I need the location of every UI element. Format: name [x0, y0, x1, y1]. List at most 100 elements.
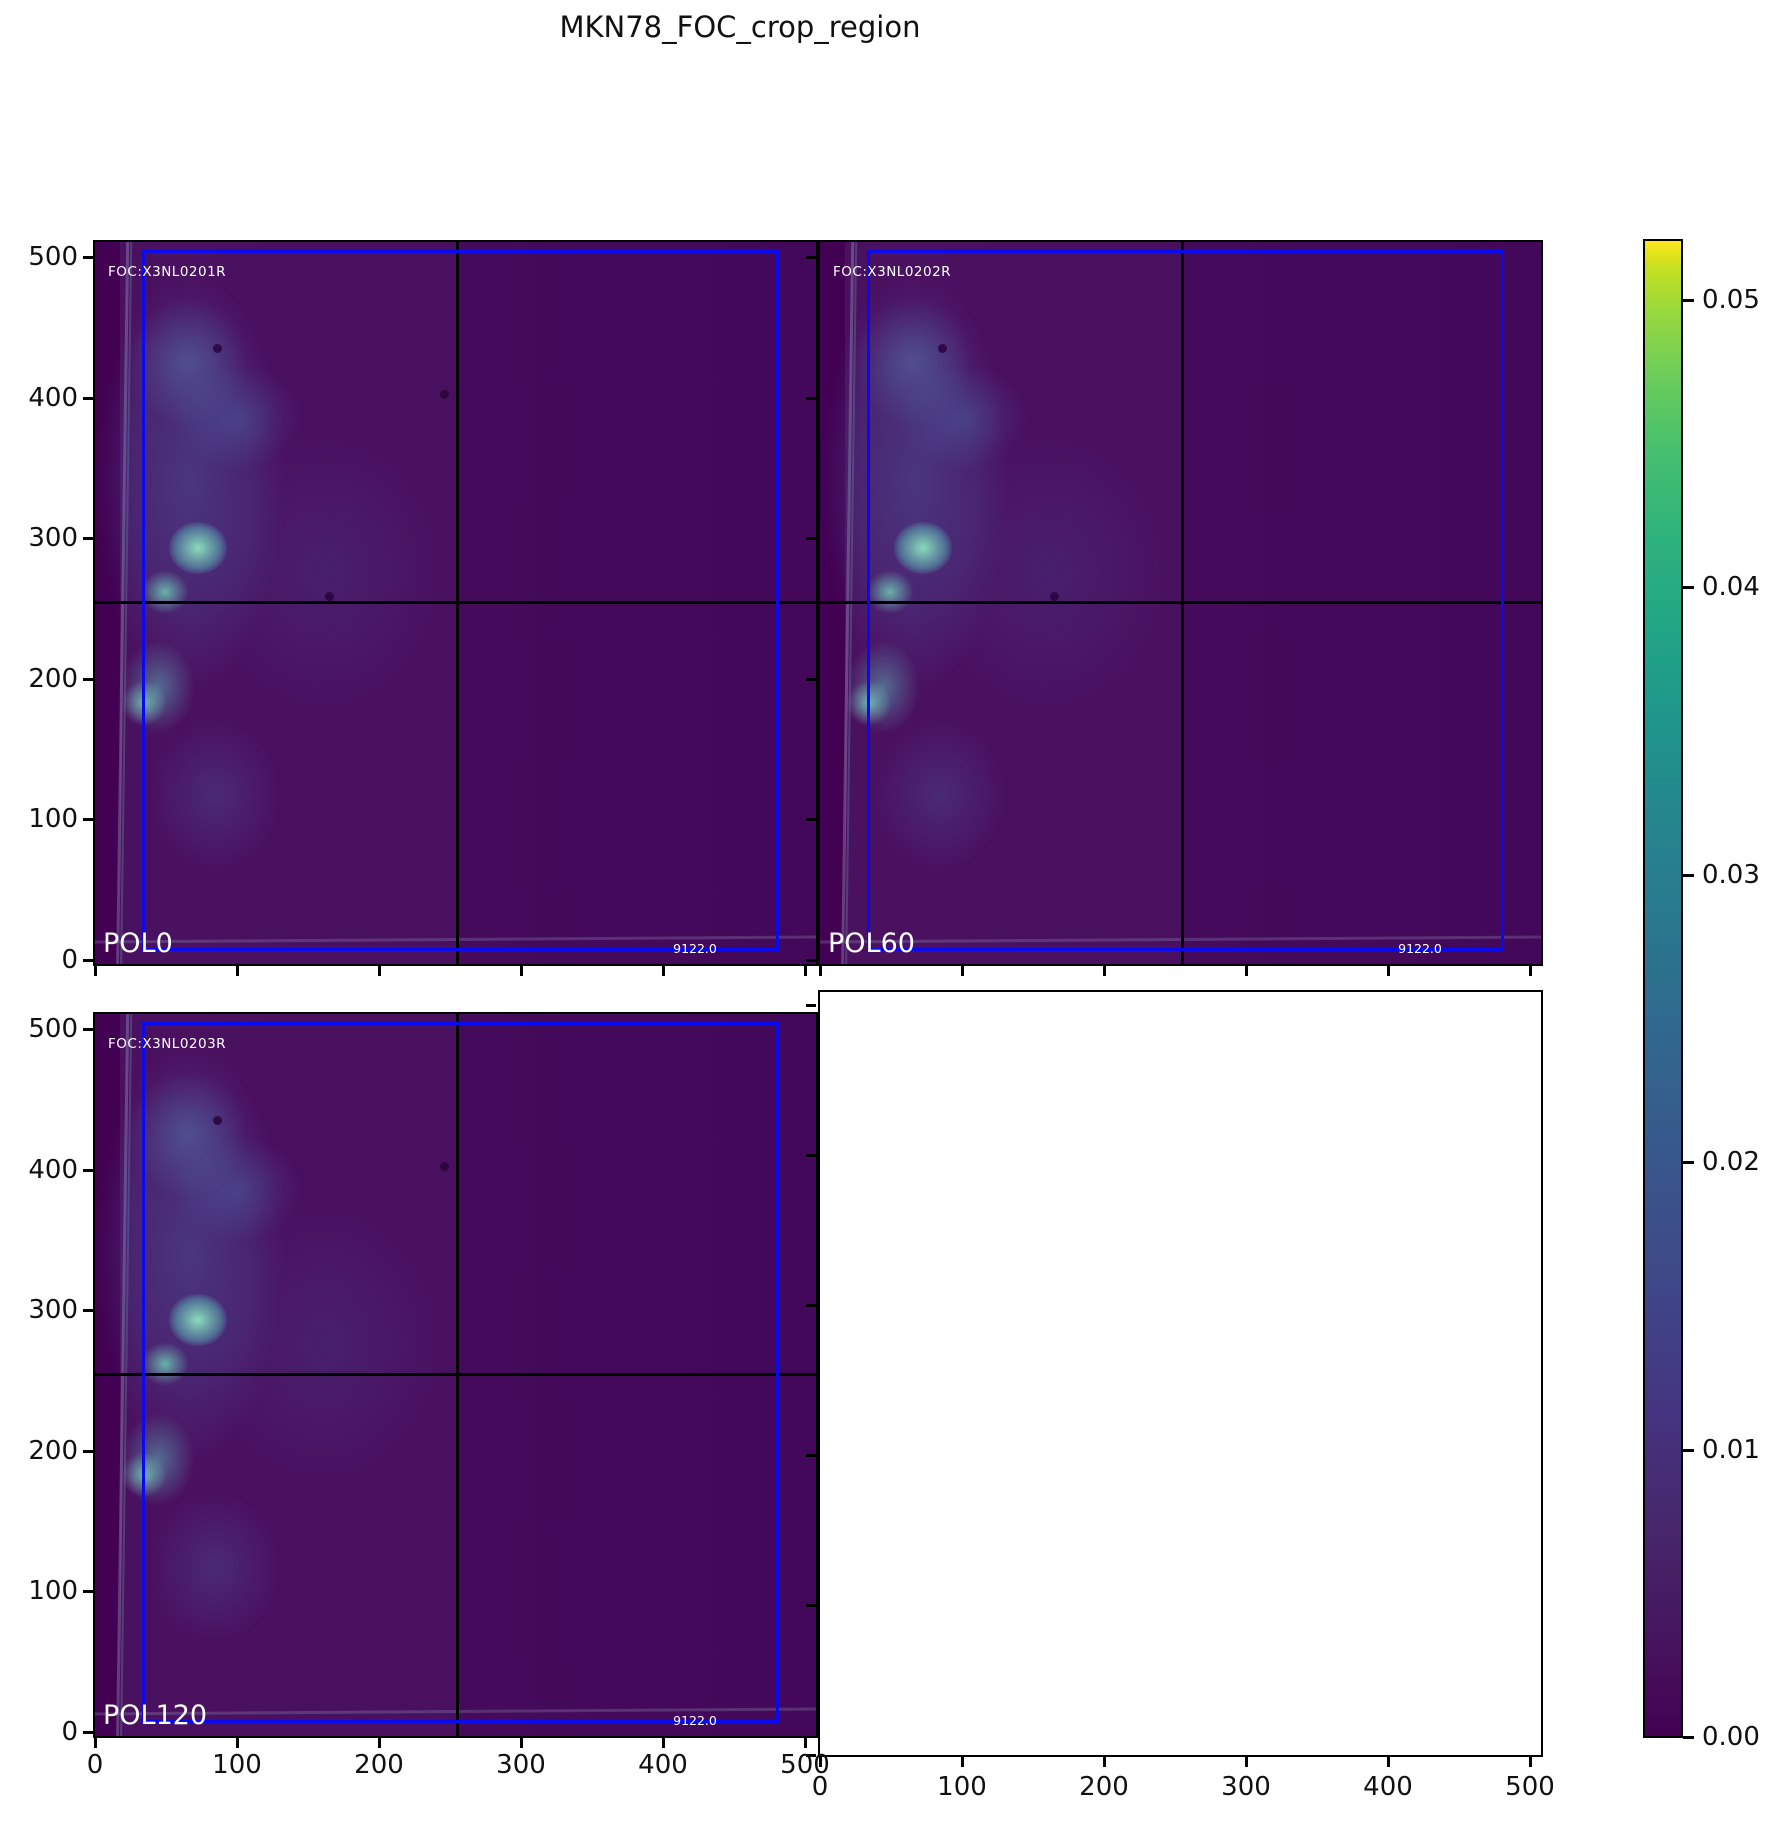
- y-tick: [806, 1154, 816, 1157]
- x-tick: [520, 966, 523, 976]
- nebula-blob: [167, 1132, 307, 1247]
- colorbar-tick: [1683, 1736, 1694, 1739]
- x-tick: [1387, 1757, 1390, 1767]
- colorbar-tick: [1683, 1161, 1694, 1164]
- y-tick-label: 400: [28, 1155, 78, 1185]
- colorbar-tick-label: 0.04: [1702, 572, 1760, 602]
- nebula-blob: [894, 522, 952, 574]
- x-tick: [1103, 966, 1106, 976]
- nebula-blob: [930, 432, 1170, 712]
- x-tick-label: 400: [1363, 1772, 1413, 1802]
- y-tick-label: 100: [28, 1576, 78, 1606]
- x-tick: [819, 966, 822, 976]
- x-tick: [378, 1738, 381, 1748]
- colorbar-tick: [1683, 874, 1694, 877]
- x-tick: [1245, 1757, 1248, 1767]
- y-tick: [806, 256, 816, 259]
- y-tick-label: 500: [28, 1014, 78, 1044]
- y-tick: [806, 1454, 816, 1457]
- nebula-blob: [167, 360, 307, 475]
- x-tick-label: 200: [354, 1750, 404, 1780]
- y-tick-label: 400: [28, 383, 78, 413]
- x-tick: [1387, 966, 1390, 976]
- panel-pol60: FOC:X3NL0202R POL60 9122.0: [818, 240, 1543, 966]
- y-tick-label: 200: [28, 664, 78, 694]
- dark-spot: [440, 1162, 449, 1171]
- y-tick: [806, 818, 816, 821]
- pol-label: POL60: [828, 928, 915, 959]
- x-tick-label: 300: [496, 1750, 546, 1780]
- nebula-blob: [875, 720, 1005, 870]
- panel-pol120: FOC:X3NL0203R POL120 9122.0: [93, 1012, 818, 1738]
- y-tick: [806, 678, 816, 681]
- nebula-blob: [205, 1204, 445, 1484]
- foc-id-label: FOC:X3NL0203R: [108, 1036, 227, 1052]
- x-tick-label: 200: [1079, 1772, 1129, 1802]
- foc-id-label: FOC:X3NL0201R: [108, 264, 227, 280]
- x-tick: [804, 966, 807, 976]
- x-tick: [378, 966, 381, 976]
- x-tick-label: 0: [86, 1750, 104, 1780]
- colorbar-tick-label: 0.01: [1702, 1435, 1760, 1465]
- y-tick-label: 300: [28, 523, 78, 553]
- y-tick: [83, 256, 93, 259]
- colorbar-tick: [1683, 1449, 1694, 1452]
- y-tick-label: 0: [61, 945, 78, 975]
- x-tick: [520, 1738, 523, 1748]
- y-tick: [806, 1304, 816, 1307]
- y-tick: [83, 1169, 93, 1172]
- nebula-blob: [820, 272, 1010, 692]
- y-tick: [806, 959, 816, 962]
- x-tick: [1529, 966, 1532, 976]
- y-tick: [83, 1309, 93, 1312]
- x-tick: [819, 1757, 822, 1767]
- y-tick-label: 300: [28, 1295, 78, 1325]
- dark-spot: [440, 390, 449, 399]
- crosshair-horizontal: [95, 601, 816, 604]
- dark-spot: [1050, 592, 1059, 601]
- panel-pol0: FOC:X3NL0201R POL0 9122.0: [93, 240, 818, 966]
- nebula-blob: [141, 1342, 189, 1386]
- dark-spot: [325, 592, 334, 601]
- pol-label: POL120: [103, 1700, 208, 1731]
- nebula-blob: [141, 570, 189, 614]
- x-tick: [236, 966, 239, 976]
- y-tick: [83, 818, 93, 821]
- y-tick: [806, 1754, 816, 1757]
- dark-spot: [213, 1116, 222, 1125]
- corner-value-label: 9122.0: [1398, 941, 1442, 956]
- x-tick: [1245, 966, 1248, 976]
- colorbar-tick: [1683, 299, 1694, 302]
- colorbar-tick-label: 0.02: [1702, 1147, 1760, 1177]
- y-tick: [83, 1590, 93, 1593]
- colorbar-tick-label: 0.05: [1702, 285, 1760, 315]
- x-tick: [1103, 1757, 1106, 1767]
- y-tick-label: 100: [28, 804, 78, 834]
- x-tick-label: 300: [1221, 1772, 1271, 1802]
- empty-panel: [818, 990, 1543, 1757]
- corner-value-label: 9122.0: [673, 1713, 717, 1728]
- y-tick: [83, 959, 93, 962]
- crosshair-horizontal: [820, 601, 1541, 604]
- dark-spot: [213, 344, 222, 353]
- crosshair-horizontal: [95, 1373, 816, 1376]
- y-tick: [83, 397, 93, 400]
- x-tick: [94, 966, 97, 976]
- y-tick: [806, 537, 816, 540]
- y-tick: [83, 1450, 93, 1453]
- x-tick: [1529, 1757, 1532, 1767]
- x-tick: [961, 966, 964, 976]
- colorbar-tick-label: 0.00: [1702, 1722, 1760, 1752]
- nebula-blob: [95, 1044, 285, 1464]
- nebula-blob: [150, 1492, 280, 1642]
- colorbar-tick: [1683, 586, 1694, 589]
- crop-region-box: [142, 250, 779, 951]
- y-tick: [83, 537, 93, 540]
- y-tick: [83, 678, 93, 681]
- corner-value-label: 9122.0: [673, 941, 717, 956]
- x-tick-label: 400: [638, 1750, 688, 1780]
- y-tick: [83, 1028, 93, 1031]
- dark-spot: [938, 344, 947, 353]
- x-tick-label: 0: [811, 1772, 829, 1802]
- crop-region-box: [867, 250, 1504, 951]
